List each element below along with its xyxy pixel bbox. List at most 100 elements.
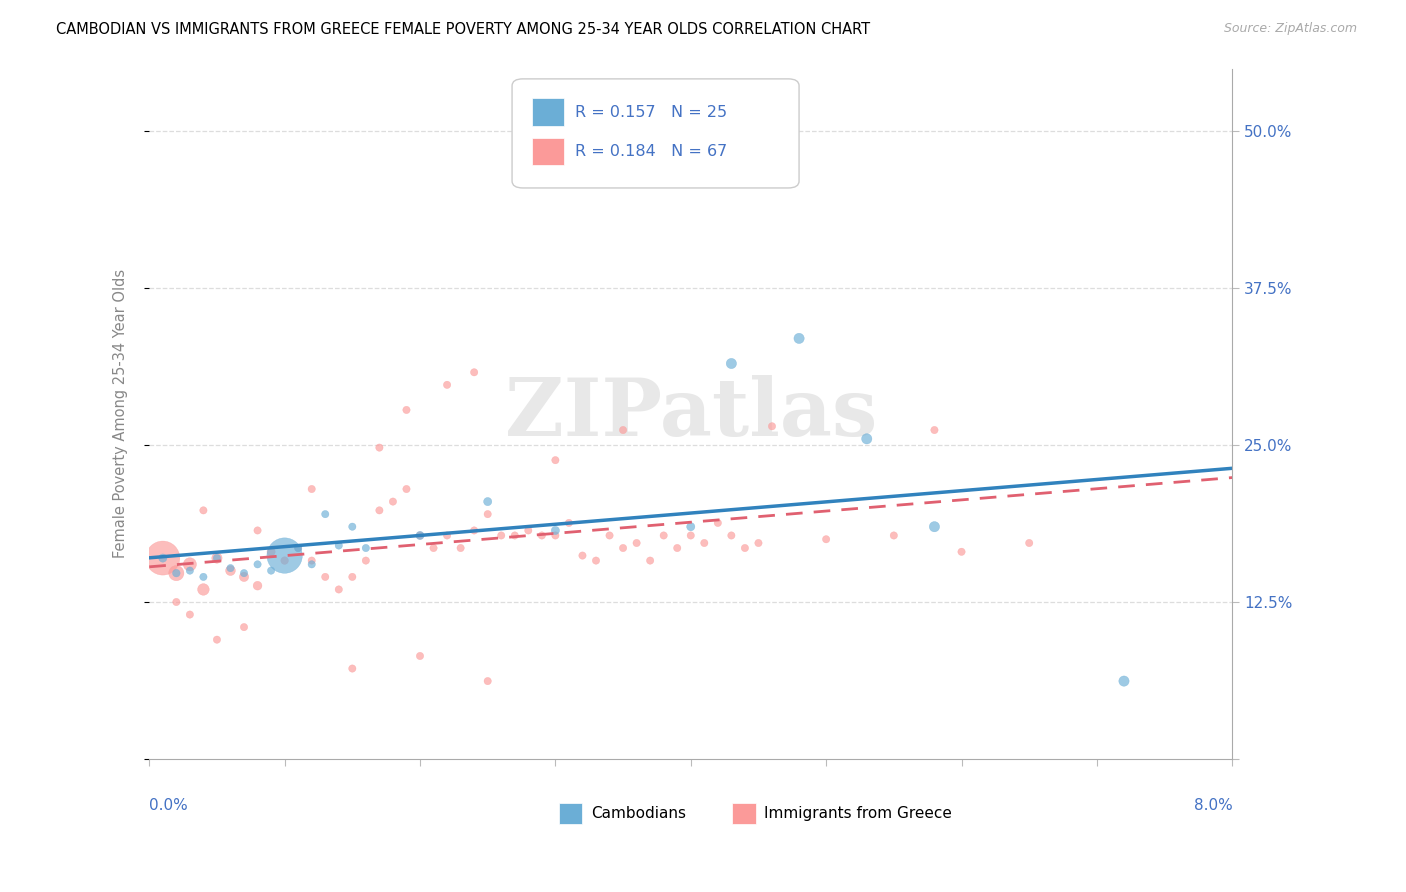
Text: R = 0.184   N = 67: R = 0.184 N = 67: [575, 144, 727, 159]
Point: [165, 566, 187, 581]
Point: [314, 570, 336, 584]
Point: [328, 582, 350, 597]
Point: [787, 331, 810, 345]
Point: [409, 528, 432, 542]
Point: [409, 648, 432, 663]
Point: [638, 553, 661, 567]
Bar: [558, 803, 582, 824]
Point: [924, 519, 946, 533]
Bar: [733, 803, 756, 824]
Point: [544, 524, 567, 538]
Point: [720, 528, 742, 542]
Text: CAMBODIAN VS IMMIGRANTS FROM GREECE FEMALE POVERTY AMONG 25-34 YEAR OLDS CORRELA: CAMBODIAN VS IMMIGRANTS FROM GREECE FEMA…: [56, 22, 870, 37]
Point: [734, 541, 756, 555]
Point: [679, 528, 702, 542]
Text: R = 0.157   N = 25: R = 0.157 N = 25: [575, 104, 727, 120]
Text: Source: ZipAtlas.com: Source: ZipAtlas.com: [1223, 22, 1357, 36]
Point: [855, 432, 877, 446]
Point: [436, 528, 458, 542]
Y-axis label: Female Poverty Among 25-34 Year Olds: Female Poverty Among 25-34 Year Olds: [114, 269, 128, 558]
Point: [463, 524, 485, 538]
Point: [503, 528, 526, 542]
Point: [436, 377, 458, 392]
Point: [599, 528, 621, 542]
Point: [165, 595, 187, 609]
Point: [693, 536, 716, 550]
Point: [815, 533, 838, 547]
Point: [219, 561, 242, 575]
Point: [246, 579, 269, 593]
Point: [477, 494, 499, 508]
Bar: [531, 98, 564, 126]
Point: [477, 674, 499, 689]
Point: [395, 482, 418, 496]
Text: 0.0%: 0.0%: [149, 797, 188, 813]
Point: [233, 570, 256, 584]
Point: [354, 553, 377, 567]
Point: [422, 541, 444, 555]
Point: [314, 507, 336, 521]
Point: [152, 551, 174, 566]
Point: [1018, 536, 1040, 550]
Bar: [531, 137, 564, 165]
Point: [530, 528, 553, 542]
Point: [233, 620, 256, 634]
Point: [450, 541, 472, 555]
Point: [246, 524, 269, 538]
Point: [273, 549, 295, 563]
Point: [287, 541, 309, 555]
Point: [544, 453, 567, 467]
Point: [626, 536, 648, 550]
Point: [652, 528, 675, 542]
Point: [612, 541, 634, 555]
Point: [273, 553, 295, 567]
Point: [517, 524, 540, 538]
Text: 8.0%: 8.0%: [1194, 797, 1232, 813]
FancyBboxPatch shape: [512, 78, 799, 188]
Point: [585, 553, 607, 567]
Point: [193, 503, 215, 517]
Point: [924, 423, 946, 437]
Point: [747, 536, 769, 550]
Point: [489, 528, 512, 542]
Point: [409, 528, 432, 542]
Point: [720, 357, 742, 371]
Point: [179, 607, 201, 622]
Point: [342, 661, 364, 675]
Point: [950, 545, 973, 559]
Point: [571, 549, 593, 563]
Point: [381, 494, 404, 508]
Point: [395, 403, 418, 417]
Point: [193, 582, 215, 597]
Point: [342, 519, 364, 533]
Point: [205, 632, 228, 647]
Text: Cambodians: Cambodians: [591, 806, 686, 821]
Point: [260, 545, 283, 559]
Point: [233, 566, 256, 581]
Point: [679, 519, 702, 533]
Point: [477, 507, 499, 521]
Point: [205, 551, 228, 566]
Point: [558, 516, 581, 530]
Point: [179, 564, 201, 578]
Point: [342, 570, 364, 584]
Point: [368, 503, 391, 517]
Point: [707, 516, 730, 530]
Point: [612, 423, 634, 437]
Point: [1112, 674, 1135, 689]
Point: [328, 539, 350, 553]
Point: [761, 419, 783, 434]
Point: [301, 558, 323, 572]
Point: [219, 564, 242, 578]
Point: [205, 551, 228, 566]
Point: [260, 564, 283, 578]
Point: [301, 482, 323, 496]
Point: [666, 541, 689, 555]
Text: Immigrants from Greece: Immigrants from Greece: [765, 806, 952, 821]
Point: [354, 541, 377, 555]
Point: [193, 570, 215, 584]
Point: [246, 558, 269, 572]
Point: [152, 551, 174, 566]
Point: [463, 365, 485, 379]
Point: [544, 528, 567, 542]
